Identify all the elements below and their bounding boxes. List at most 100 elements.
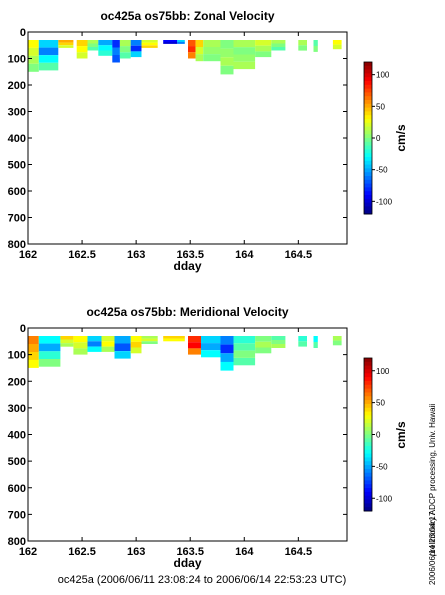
colorbar-swatch <box>364 153 372 158</box>
velocity-cell <box>130 336 142 342</box>
colorbar-swatch <box>364 488 372 493</box>
velocity-cell <box>114 351 131 359</box>
colorbar-swatch <box>364 157 372 162</box>
velocity-cell <box>60 339 74 343</box>
velocity-cell <box>255 341 272 348</box>
velocity-cell <box>233 350 256 358</box>
velocity-cell <box>76 52 88 59</box>
y-tick-label: 300 <box>8 403 26 415</box>
colorbar-swatch <box>364 426 372 432</box>
y-tick-label: 500 <box>8 160 26 172</box>
colorbar-swatch <box>364 168 372 173</box>
colorbar-swatch <box>364 210 372 215</box>
colorbar-swatch <box>364 88 372 93</box>
velocity-cell <box>203 40 221 48</box>
colorbar-swatch <box>364 361 372 367</box>
velocity-cell <box>98 45 113 51</box>
colorbar-swatch <box>364 472 372 478</box>
velocity-cell <box>28 352 39 360</box>
velocity-cell <box>38 343 61 352</box>
velocity-cell <box>141 42 158 46</box>
velocity-cell <box>87 40 99 44</box>
colorbar-swatch <box>364 62 372 67</box>
colorbar-swatch <box>364 187 372 192</box>
velocity-cell <box>119 40 131 47</box>
velocity-cell <box>114 343 131 351</box>
x-tick-label: 164.5 <box>285 546 313 558</box>
velocity-cell <box>38 55 59 63</box>
velocity-cell <box>233 343 256 351</box>
velocity-cell <box>332 340 342 346</box>
x-tick-label: 163.5 <box>176 249 204 261</box>
velocity-cell <box>298 336 307 342</box>
velocity-cell <box>163 41 178 44</box>
colorbar-swatch <box>364 388 372 393</box>
colorbar-swatch <box>364 503 372 508</box>
colorbar-swatch <box>364 461 372 466</box>
velocity-cell <box>163 40 178 42</box>
velocity-cell <box>332 44 342 50</box>
velocity-cell <box>220 336 234 345</box>
velocity-cell <box>76 40 88 47</box>
y-tick-label: 600 <box>8 483 26 495</box>
velocity-cell <box>28 344 39 352</box>
velocity-cell <box>220 353 234 362</box>
velocity-cell <box>177 41 185 44</box>
colorbar-swatch <box>364 198 372 204</box>
colorbar-swatch <box>364 499 372 504</box>
velocity-cell <box>98 40 113 46</box>
x-axis-label: dday <box>173 259 201 273</box>
colorbar-tick-label: 50 <box>376 102 385 111</box>
velocity-cell <box>271 40 286 44</box>
velocity-cell <box>112 55 120 63</box>
velocity-cell <box>60 336 74 340</box>
colorbar-tick-label: 100 <box>376 71 390 80</box>
colorbar-swatch <box>364 69 372 74</box>
chart-title: oc425a os75bb: Meridional Velocity <box>86 305 288 319</box>
velocity-cell <box>28 47 39 56</box>
colorbar-swatch <box>364 365 372 370</box>
colorbar-swatch <box>364 138 372 143</box>
velocity-cell <box>188 336 201 343</box>
colorbar-swatch <box>364 84 372 90</box>
colorbar-swatch <box>364 392 372 397</box>
velocity-cell <box>28 55 39 64</box>
velocity-cell <box>201 350 221 358</box>
x-tick-label: 163.5 <box>176 546 204 558</box>
y-tick-label: 200 <box>8 80 26 92</box>
velocity-cell <box>220 57 234 66</box>
colorbar-swatch <box>364 380 372 386</box>
y-tick-label: 400 <box>8 133 26 145</box>
y-tick-label: 0 <box>20 323 26 335</box>
colorbar-swatch <box>364 202 372 207</box>
colorbar-swatch <box>364 411 372 416</box>
colorbar-swatch <box>364 407 372 413</box>
velocity-cell <box>119 46 131 53</box>
x-tick-label: 162 <box>19 249 37 261</box>
colorbar-swatch <box>364 377 372 382</box>
velocity-cell <box>195 40 204 48</box>
velocity-cell <box>195 47 204 55</box>
colorbar-swatch <box>364 81 372 86</box>
velocity-cell <box>255 40 272 46</box>
colorbar-swatch <box>364 415 372 420</box>
y-tick-label: 700 <box>8 213 26 225</box>
processing-note: preliminary ADCP processing, Univ. Hawai… <box>428 404 437 556</box>
velocity-cell <box>98 50 113 56</box>
velocity-cell <box>298 45 307 51</box>
velocity-cell <box>28 336 39 344</box>
colorbar-swatch <box>364 111 372 116</box>
colorbar-swatch <box>364 423 372 428</box>
colorbar-swatch <box>364 438 372 443</box>
colorbar-unit-label: cm/s <box>394 421 408 449</box>
velocity-cell <box>233 336 256 344</box>
velocity-cell <box>73 348 88 355</box>
colorbar-tick-label: 0 <box>376 134 381 143</box>
colorbar-tick-label: 0 <box>376 431 381 440</box>
colorbar-swatch <box>364 465 372 470</box>
y-tick-label: 700 <box>8 509 26 521</box>
colorbar-swatch <box>364 73 372 78</box>
colorbar-swatch <box>364 100 372 105</box>
colorbar-swatch <box>364 65 372 71</box>
velocity-cell <box>271 43 286 47</box>
